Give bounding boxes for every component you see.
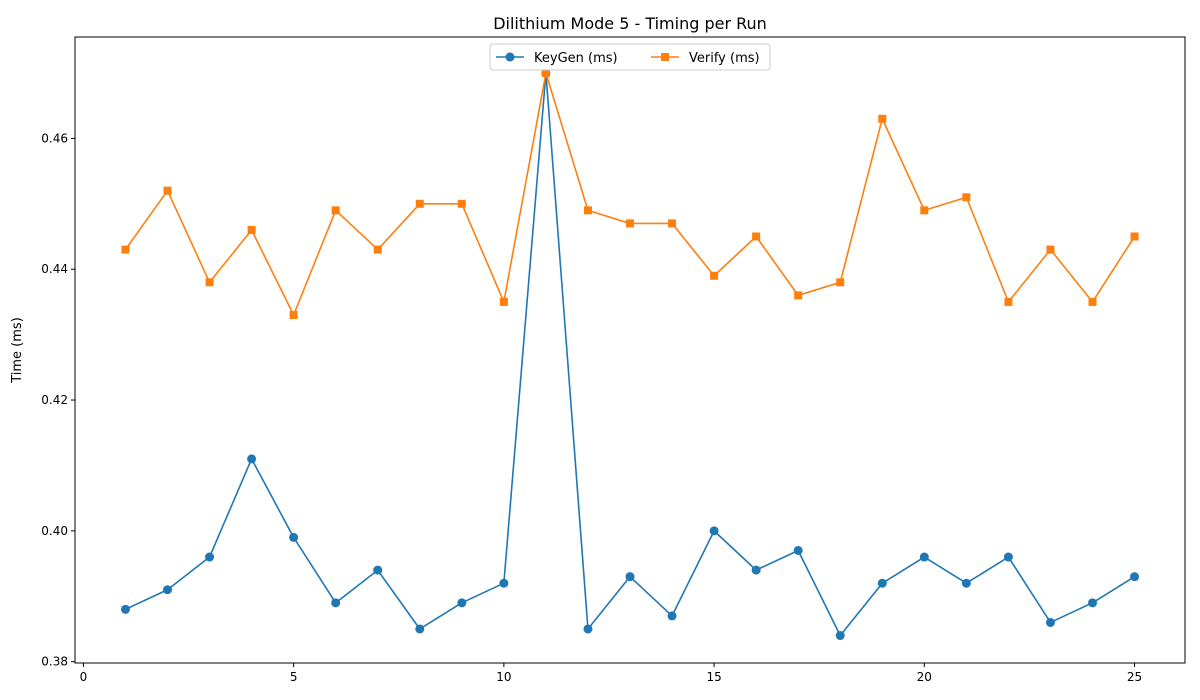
legend-marker-square — [661, 53, 669, 61]
series-line-2 — [124, 72, 1136, 316]
data-point-circle — [247, 454, 257, 464]
data-point-circle — [961, 578, 971, 588]
data-point-square — [541, 68, 550, 77]
data-point-square — [1046, 245, 1055, 254]
data-point-circle — [499, 578, 509, 588]
x-tick-label: 25 — [1127, 670, 1142, 684]
y-tick-label: 0.40 — [41, 524, 68, 538]
data-point-circle — [667, 611, 677, 621]
x-tick-label: 15 — [706, 670, 721, 684]
plot-area: 0 5 10 15 20 25 0.38 0.40 0.42 0.44 0.46 — [41, 36, 1186, 684]
data-point-square — [836, 278, 845, 287]
data-point-square — [457, 199, 466, 208]
data-point-circle — [331, 598, 341, 608]
x-tick-label: 20 — [917, 670, 932, 684]
data-point-square — [920, 206, 929, 215]
y-tick-label: 0.46 — [41, 131, 68, 145]
data-point-square — [289, 311, 298, 320]
data-point-circle — [835, 631, 845, 641]
data-point-circle — [919, 552, 929, 562]
legend: KeyGen (ms) Verify (ms) — [489, 43, 771, 71]
data-point-circle — [751, 565, 761, 575]
data-point-circle — [793, 545, 803, 555]
data-point-square — [205, 278, 214, 287]
x-tick-label: 0 — [80, 670, 88, 684]
data-point-circle — [205, 552, 215, 562]
data-point-square — [710, 271, 719, 280]
data-point-circle — [1130, 572, 1140, 582]
y-tick-label: 0.44 — [41, 262, 68, 276]
data-point-square — [121, 245, 130, 254]
data-point-square — [163, 186, 172, 195]
x-tick-label: 10 — [496, 670, 511, 684]
data-point-circle — [625, 572, 635, 582]
data-point-square — [499, 297, 508, 306]
x-tick-label: 5 — [290, 670, 298, 684]
data-point-circle — [373, 565, 383, 575]
data-point-circle — [583, 624, 593, 634]
data-point-square — [878, 114, 887, 123]
legend-box — [489, 43, 771, 71]
data-point-circle — [120, 604, 130, 614]
data-point-circle — [709, 526, 719, 536]
data-point-circle — [289, 532, 299, 542]
data-point-circle — [1045, 617, 1055, 627]
axes-frame — [74, 36, 1186, 664]
data-point-square — [247, 225, 256, 234]
data-point-circle — [877, 578, 887, 588]
data-point-circle — [415, 624, 425, 634]
data-point-circle — [1088, 598, 1097, 608]
data-point-circle — [457, 598, 467, 608]
data-point-square — [668, 219, 677, 228]
data-point-square — [752, 232, 761, 241]
data-point-square — [415, 199, 424, 208]
y-tick-label: 0.38 — [41, 655, 68, 669]
data-point-square — [373, 245, 382, 254]
y-tick-label: 0.42 — [41, 393, 68, 407]
data-point-circle — [163, 585, 172, 595]
data-point-square — [794, 291, 803, 300]
data-point-circle — [1003, 552, 1013, 562]
data-point-square — [626, 219, 634, 228]
legend-label: KeyGen (ms) — [534, 51, 618, 66]
data-point-square — [331, 206, 340, 215]
data-point-square — [1088, 297, 1097, 306]
data-point-square — [962, 193, 971, 202]
data-point-square — [1004, 297, 1013, 306]
chart-title: Dilithium Mode 5 - Timing per Run — [493, 14, 767, 33]
data-point-square — [1130, 232, 1139, 241]
series-line-1 — [125, 72, 1135, 637]
y-axis-label: Time (ms) — [10, 317, 25, 384]
legend-marker-circle — [505, 52, 515, 62]
data-point-square — [583, 206, 592, 215]
legend-label: Verify (ms) — [689, 51, 760, 66]
